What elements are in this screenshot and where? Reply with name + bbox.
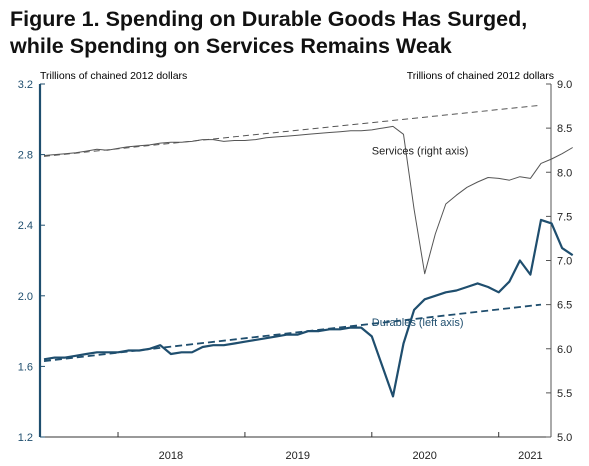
annotations: Services (right axis) Durables (left axis… (372, 146, 469, 329)
left-axis-tick-label: 3.2 (18, 79, 33, 91)
series-lines (43, 104, 574, 398)
left-axis-unit-label: Trillions of chained 2012 dollars (40, 70, 187, 82)
durables-trend-line (43, 303, 542, 362)
right-axis-tick-label: 6.5 (557, 300, 572, 312)
x-axis-tick-label: 2019 (286, 450, 310, 462)
right-axis-tick-label: 5.5 (557, 388, 572, 400)
right-axis-tick-label: 9.0 (557, 79, 572, 91)
right-axis-tick-label: 6.0 (557, 344, 572, 356)
left-axis-tick-label: 2.0 (18, 291, 33, 303)
durables-line (43, 218, 574, 398)
axes: 1.2 1.6 2.0 2.4 2.8 3.2 5.0 5.5 6.0 6.5 7.0 7.5 8.0 8… (18, 79, 573, 462)
right-axis-unit-label: Trillions of chained 2012 dollars (407, 70, 554, 82)
right-axis-tick-label: 8.5 (557, 123, 572, 135)
right-axis-tick-label: 7.0 (557, 256, 572, 268)
x-axis-tick-label: 2018 (159, 450, 183, 462)
services-annotation: Services (right axis) (372, 146, 469, 158)
left-axis-tick-label: 2.8 (18, 150, 33, 162)
chart-title-line-1: Figure 1. Spending on Durable Goods Has … (10, 7, 528, 31)
right-axis-tick-label: 7.5 (557, 211, 572, 223)
left-axis-tick-label: 1.2 (18, 432, 33, 444)
services-line (43, 125, 573, 275)
left-axis-tick-label: 1.6 (18, 361, 33, 373)
left-axis-tick-label: 2.4 (18, 220, 33, 232)
durables-annotation: Durables (left axis) (372, 317, 464, 329)
services-trend-line (43, 104, 542, 157)
chart-title-line-2: while Spending on Services Remains Weak (10, 34, 452, 58)
right-axis-tick-label: 8.0 (557, 167, 572, 179)
right-axis-tick-label: 5.0 (557, 432, 572, 444)
x-axis-tick-label: 2020 (412, 450, 436, 462)
x-axis-tick-label: 2021 (518, 450, 542, 462)
chart-title-block: Figure 1. Spending on Durable Goods Has … (10, 6, 585, 60)
